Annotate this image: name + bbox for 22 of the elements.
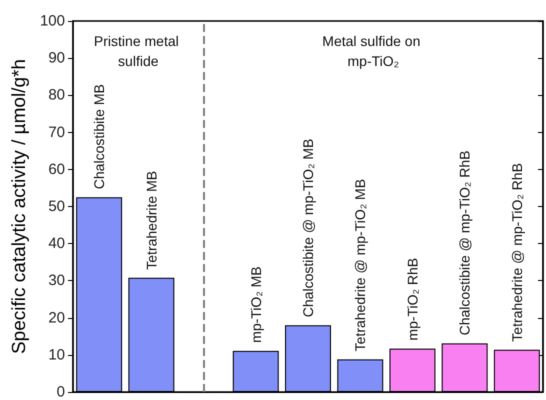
y-axis-title: Specific catalytic activity / µmol/g*h [9, 59, 30, 354]
y-tick-label: 60 [48, 160, 65, 178]
x-tick-label: Chalcostibite @ mp-TiO₂ MB [300, 138, 316, 318]
x-tick-label: Chalcostibite @ mp-TiO₂ RhB [456, 150, 473, 336]
x-tick-label: mp-TiO₂ MB [248, 266, 264, 343]
y-tick-label: 10 [48, 346, 65, 364]
y-tick-label: 80 [48, 86, 65, 104]
x-tick-label: mp-TiO₂ RhB [404, 258, 420, 341]
y-tick-label: 30 [48, 272, 65, 290]
y-tick-label: 40 [48, 235, 65, 252]
y-tick-label: 100 [40, 12, 65, 30]
x-tick-label: Tetrahedrite MB [143, 170, 160, 270]
x-tick-label: Tetrahedrite @ mp-TiO₂ MB [352, 178, 368, 352]
y-tick-label: 20 [48, 309, 65, 326]
annotation: Pristine metal sulfide [94, 33, 183, 69]
y-tick-label: 90 [48, 50, 65, 67]
x-tick-label: Chalcostibite MB [91, 84, 108, 190]
x-tick-label: Tetrahedrite @ mp-TiO₂ RhB [508, 163, 525, 342]
y-tick-label: 0 [56, 384, 65, 400]
annotation: Metal sulfide on mp-TiO₂ [322, 33, 424, 69]
y-tick-label: 70 [48, 124, 65, 141]
y-tick-label: 50 [48, 198, 65, 215]
